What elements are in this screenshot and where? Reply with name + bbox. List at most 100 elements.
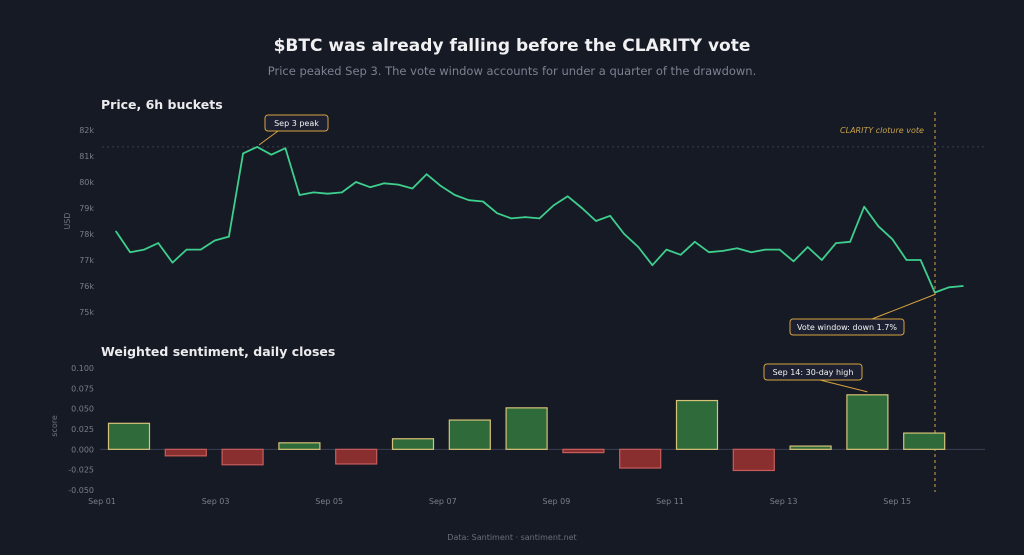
sentiment-bar: [221, 448, 264, 466]
sentiment-bar: [675, 399, 719, 450]
price-data-point: [341, 191, 343, 194]
price-data-point: [891, 238, 894, 240]
sentiment-bar: [732, 448, 775, 472]
price-y-tick-label: 75k: [79, 308, 94, 317]
price-data-point: [510, 217, 513, 220]
vote-annotation-label: Vote window: down 1.7%: [797, 323, 897, 332]
x-tick-label: Sep 15: [883, 497, 911, 506]
price-data-point: [538, 217, 541, 220]
high-annotation-box: [763, 363, 863, 381]
price-data-point: [115, 230, 117, 233]
price-data-point: [468, 199, 470, 201]
x-tick-label: Sep 03: [202, 497, 230, 506]
x-tick-label: Sep 07: [429, 497, 457, 506]
price-data-point: [623, 233, 625, 235]
price-data-point: [806, 246, 809, 248]
sentiment-y-tick-label: 0.100: [71, 364, 94, 373]
price-data-point: [185, 248, 188, 251]
price-panel-title: Price, 6h buckets: [101, 97, 223, 112]
price-data-point: [948, 286, 950, 289]
price-data-point: [693, 241, 696, 243]
price-data-point: [454, 194, 456, 196]
sentiment-y-tick-label: 0.050: [71, 405, 94, 414]
sentiment-bar: [164, 448, 207, 457]
price-data-point: [863, 205, 865, 208]
price-data-point: [524, 216, 527, 218]
price-y-tick-label: 78k: [79, 230, 94, 239]
price-data-point: [581, 207, 583, 209]
data-source-footer: Data: Santiment · santiment.net: [447, 533, 577, 542]
sentiment-panel-title: Weighted sentiment, daily closes: [101, 344, 336, 359]
x-tick-label: Sep 09: [542, 497, 570, 506]
price-data-point: [214, 239, 216, 242]
price-data-point: [962, 285, 964, 287]
sentiment-y-axis-label: score: [50, 415, 59, 437]
price-y-tick-label: 82k: [79, 126, 94, 135]
price-y-tick-label: 76k: [79, 282, 94, 291]
price-data-point: [383, 182, 386, 185]
x-tick-label: Sep 01: [88, 497, 116, 506]
sentiment-y-tick-label: -0.050: [68, 486, 94, 495]
price-data-point: [552, 204, 555, 207]
x-tick-label: Sep 05: [315, 497, 343, 506]
price-data-point: [312, 191, 315, 194]
sentiment-bar: [562, 448, 605, 454]
price-data-point: [736, 247, 738, 250]
price-data-point: [849, 241, 851, 243]
price-data-point: [298, 194, 301, 196]
price-data-point: [665, 248, 668, 251]
sentiment-bar: [505, 407, 548, 450]
sentiment-bar: [335, 448, 378, 465]
x-tick-label: Sep 13: [770, 497, 798, 506]
sentiment-y-tick-label: 0.000: [71, 445, 94, 454]
high-annotation-label: Sep 14: 30-day high: [773, 368, 854, 377]
peak-annotation-arrow: [258, 130, 279, 146]
price-data-point: [792, 260, 795, 263]
price-data-point: [199, 248, 202, 251]
chart-title: $BTC was already falling before the CLAR…: [273, 36, 751, 56]
price-data-point: [369, 186, 371, 188]
price-data-point: [284, 147, 287, 149]
price-data-point: [905, 259, 908, 261]
price-y-tick-label: 80k: [79, 178, 94, 187]
peak-annotation-label: Sep 3 peak: [274, 119, 319, 128]
sentiment-bar: [903, 432, 946, 450]
vote-annotation-box: [789, 318, 905, 336]
sentiment-bar: [846, 394, 889, 450]
chart-subtitle: Price peaked Sep 3. The vote window acco…: [267, 64, 757, 78]
price-data-point: [157, 242, 160, 244]
price-data-point: [143, 248, 146, 251]
price-data-point: [397, 183, 400, 186]
price-line-series: [115, 146, 964, 294]
price-data-point: [919, 259, 922, 261]
sentiment-bar: [619, 448, 662, 469]
price-data-point: [679, 254, 682, 256]
price-data-point: [708, 251, 710, 253]
price-data-point: [242, 152, 244, 155]
price-data-point: [355, 181, 357, 183]
price-y-tick-label: 77k: [79, 256, 94, 265]
price-data-point: [425, 173, 428, 175]
sentiment-y-tick-label: 0.075: [71, 384, 94, 393]
price-y-axis-label: USD: [63, 212, 72, 229]
price-data-point: [637, 246, 640, 248]
sentiment-bar: [278, 442, 321, 450]
sentiment-y-tick-label: 0.025: [71, 425, 94, 434]
sentiment-bar: [391, 438, 435, 450]
price-data-point: [482, 200, 484, 203]
sentiment-bar: [107, 422, 151, 450]
price-data-point: [835, 242, 837, 244]
price-data-point: [439, 185, 442, 187]
price-data-point: [496, 212, 498, 214]
price-data-point: [877, 225, 880, 227]
price-data-point: [566, 195, 569, 198]
price-data-point: [326, 192, 329, 195]
price-y-tick-label: 79k: [79, 204, 94, 213]
price-data-point: [778, 248, 781, 251]
price-y-tick-label: 81k: [79, 152, 94, 161]
price-data-point: [129, 251, 131, 253]
price-data-point: [411, 187, 414, 190]
price-data-point: [609, 215, 611, 217]
price-data-point: [171, 261, 174, 264]
price-data-point: [750, 251, 753, 253]
